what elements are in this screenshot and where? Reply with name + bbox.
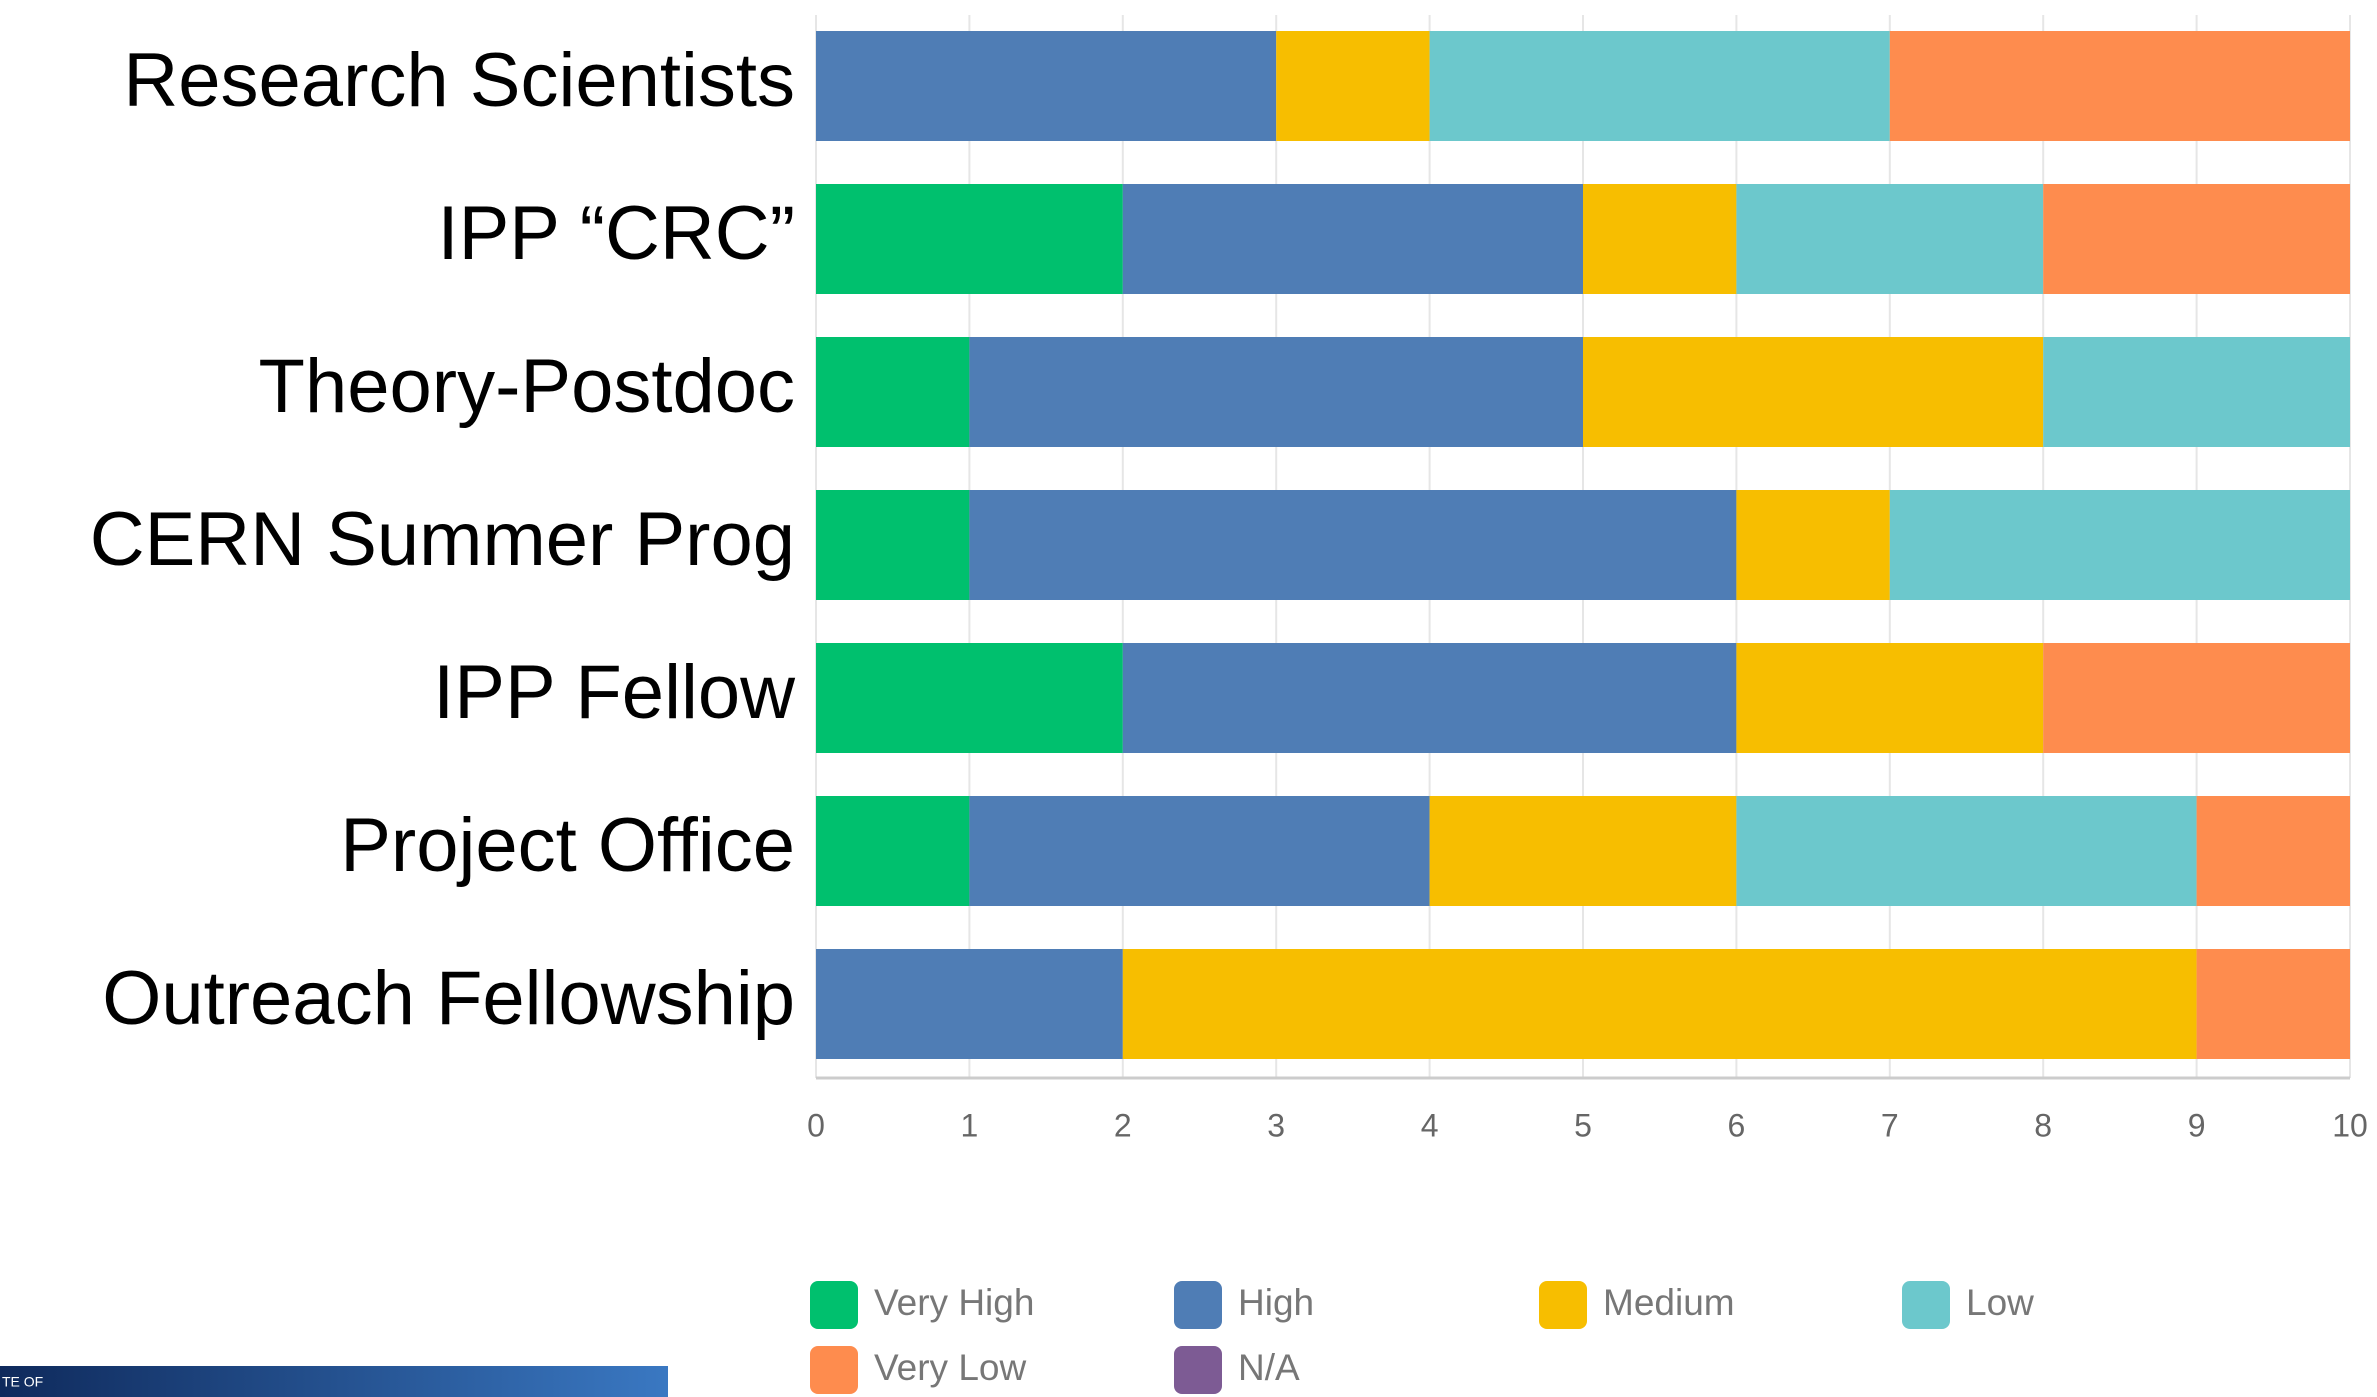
bar-segment xyxy=(2196,949,2350,1059)
bar-segment xyxy=(816,184,1123,294)
bar-segment xyxy=(1429,31,1890,141)
bar-segment xyxy=(1583,184,1737,294)
bar-segment xyxy=(1736,184,2044,294)
legend-label: N/A xyxy=(1238,1347,1300,1388)
bar-segment xyxy=(1276,31,1430,141)
bar-segment xyxy=(2043,337,2350,447)
bar-segment xyxy=(1736,796,2197,906)
bar-segment xyxy=(816,31,1277,141)
footer-banner xyxy=(0,1366,668,1397)
legend-label: Low xyxy=(1966,1282,2034,1323)
legend-swatch xyxy=(1174,1281,1222,1329)
legend-label: Medium xyxy=(1603,1282,1735,1323)
bar-segment xyxy=(1122,949,2197,1059)
bar-segment xyxy=(969,337,1583,447)
legend-swatch xyxy=(810,1281,858,1329)
x-tick-label: 10 xyxy=(2332,1107,2368,1143)
legend-label: Very Low xyxy=(874,1347,1026,1388)
bar-segment xyxy=(1736,490,1890,600)
y-tick-label: Outreach Fellowship xyxy=(102,956,795,1041)
y-tick-label: Project Office xyxy=(340,803,795,888)
legend-label: Very High xyxy=(874,1282,1034,1323)
x-tick-label: 2 xyxy=(1114,1107,1132,1143)
legend-label: High xyxy=(1238,1282,1314,1323)
bar-segment xyxy=(1429,796,1737,906)
x-tick-label: 3 xyxy=(1267,1107,1285,1143)
y-tick-label: CERN Summer Prog xyxy=(90,497,795,582)
x-tick-label: 1 xyxy=(961,1107,979,1143)
legend-swatch xyxy=(1539,1281,1587,1329)
bar-segment xyxy=(1736,643,2044,753)
bar-segment xyxy=(969,796,1430,906)
bar-segment xyxy=(2043,184,2350,294)
y-tick-label: IPP Fellow xyxy=(433,650,796,735)
bar-segment xyxy=(1583,337,2044,447)
bar-segment xyxy=(816,796,970,906)
x-tick-label: 8 xyxy=(2034,1107,2052,1143)
x-tick-label: 7 xyxy=(1881,1107,1899,1143)
legend-swatch xyxy=(1902,1281,1950,1329)
legend-swatch xyxy=(810,1346,858,1394)
y-tick-label: IPP “CRC” xyxy=(437,191,795,276)
bar-segment xyxy=(1889,490,2350,600)
bar-segment xyxy=(1122,643,1737,753)
x-tick-label: 6 xyxy=(1728,1107,1746,1143)
x-tick-label: 0 xyxy=(807,1107,825,1143)
bar-segment xyxy=(1889,31,2350,141)
y-tick-label: Theory-Postdoc xyxy=(259,344,795,429)
bar-segment xyxy=(2196,796,2350,906)
bar-segment xyxy=(816,949,1123,1059)
bar-segment xyxy=(969,490,1737,600)
y-tick-label: Research Scientists xyxy=(123,38,795,123)
footer-text: TE OF xyxy=(2,1374,43,1390)
bar-segment xyxy=(816,337,970,447)
bar-segment xyxy=(2043,643,2350,753)
x-tick-label: 4 xyxy=(1421,1107,1439,1143)
bar-segment xyxy=(1122,184,1583,294)
x-tick-label: 9 xyxy=(2188,1107,2206,1143)
x-tick-label: 5 xyxy=(1574,1107,1592,1143)
bar-segment xyxy=(816,643,1123,753)
bar-segment xyxy=(816,490,970,600)
legend-swatch xyxy=(1174,1346,1222,1394)
